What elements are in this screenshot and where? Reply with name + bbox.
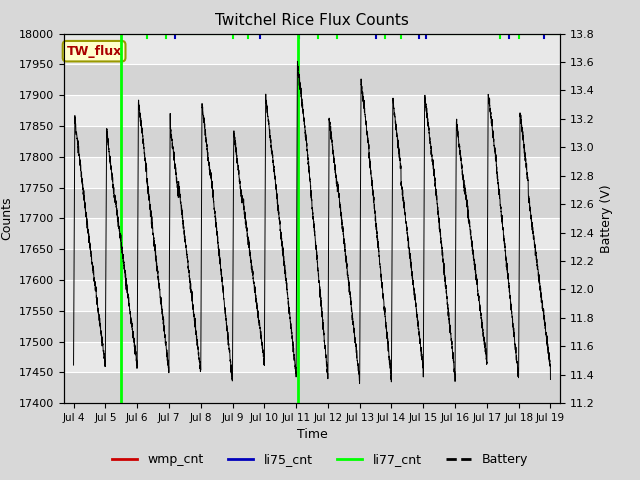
Y-axis label: Battery (V): Battery (V) <box>600 184 613 252</box>
Bar <box>64 311 560 342</box>
Bar <box>64 280 560 311</box>
Title: Twitchel Rice Flux Counts: Twitchel Rice Flux Counts <box>215 13 409 28</box>
X-axis label: Time: Time <box>296 429 328 442</box>
Bar <box>64 126 560 157</box>
Bar <box>64 64 560 95</box>
Bar <box>64 342 560 372</box>
Bar <box>64 157 560 188</box>
Bar <box>64 34 560 64</box>
Bar <box>64 372 560 403</box>
Text: TW_flux: TW_flux <box>67 45 122 58</box>
Bar <box>64 218 560 249</box>
Bar <box>64 95 560 126</box>
Bar <box>64 249 560 280</box>
Bar <box>64 188 560 218</box>
Legend: wmp_cnt, li75_cnt, li77_cnt, Battery: wmp_cnt, li75_cnt, li77_cnt, Battery <box>107 448 533 471</box>
Y-axis label: Counts: Counts <box>1 197 13 240</box>
